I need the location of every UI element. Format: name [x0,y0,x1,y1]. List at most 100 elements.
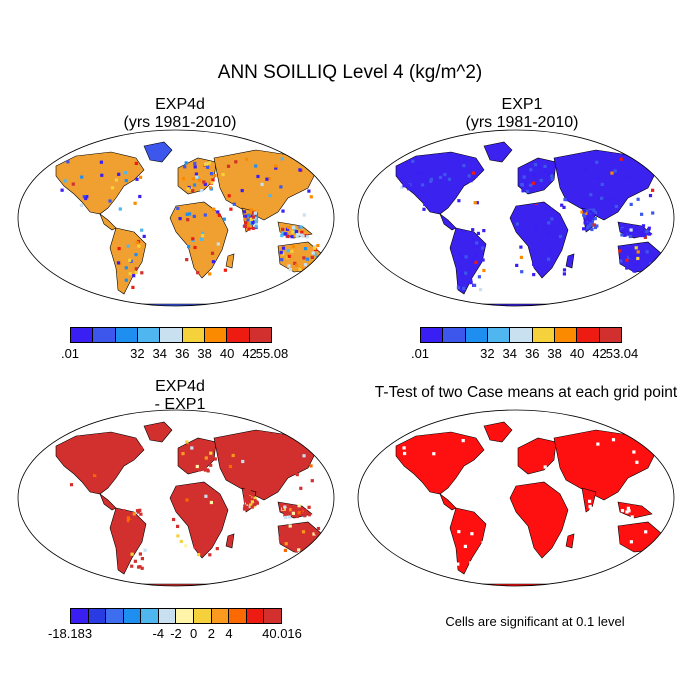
grid-cell [620,509,625,513]
grid-cell [247,221,252,225]
grid-cell [133,201,137,205]
panel-2-title: EXP1 (yrs 1981-2010) [362,96,682,132]
grid-cell [651,188,655,192]
grid-cell [119,453,123,457]
continent-madagascar [225,533,235,549]
grid-cell [629,228,633,232]
grid-cell [80,175,84,179]
grid-cell [525,236,529,240]
grid-cell [630,515,634,519]
grid-cell [457,530,461,534]
grid-cell [636,256,640,261]
colorbar-swatch [141,609,159,623]
grid-cell [197,553,201,557]
grid-cell [529,168,533,172]
grid-cell [108,451,112,456]
grid-cell [469,561,473,565]
grid-cell [447,177,451,181]
grid-cell [525,171,530,175]
grid-cell [302,454,306,458]
grid-cell [609,197,613,201]
grid-cell [124,266,128,270]
grid-cell [633,269,637,273]
grid-cell [203,465,207,469]
grid-cell [291,244,296,248]
grid-cell [295,233,300,237]
grid-cell [182,491,186,495]
grid-cell [191,237,195,241]
continent-greenland [143,421,173,443]
grid-cell-texture [63,434,321,571]
grid-cell [472,171,476,175]
continent-madagascar [225,253,235,269]
panel-1-title: EXP4d (yrs 1981-2010) [20,96,340,132]
grid-cell [274,164,278,168]
grid-cell [284,542,288,546]
grid-cell [640,212,644,216]
grid-cell [632,254,636,258]
colorbar-swatch [137,328,161,342]
colorbar-swatch [182,328,205,342]
grid-cell [213,174,217,178]
grid-cell [232,202,236,206]
grid-cell [204,456,208,460]
grid-cell [63,448,67,452]
grid-cell-texture [402,438,652,566]
grid-cell [473,283,477,287]
grid-cell [208,553,212,557]
grid-cell [474,174,478,178]
colorbar-swatch [204,328,228,342]
grid-cell [193,165,197,169]
grid-cell [291,230,295,234]
grid-cell [471,175,475,179]
grid-cell [138,552,142,556]
grid-cell [307,513,312,517]
grid-cell [310,255,314,259]
colorbar-tick-label: -18.183 [47,626,93,641]
grid-cell [215,547,219,551]
grid-cell [307,505,311,509]
grid-cell [181,452,185,456]
grid-cell [588,504,592,509]
grid-cell [236,443,240,447]
grid-cell [134,253,138,257]
grid-cell [63,179,67,183]
grid-cell [234,160,238,164]
grid-cell [463,544,467,548]
panel-4-title-line1: T-Test of two Case means at each grid po… [374,384,678,401]
grid-cell [176,206,180,210]
grid-cell [552,164,556,168]
grid-cell [302,213,306,217]
map-panel-ttest [356,408,676,588]
grid-cell [192,214,196,218]
grid-cell [124,171,128,175]
grid-cell [179,539,183,543]
grid-cell [212,207,216,211]
grid-cell [126,525,130,529]
grid-cell [119,567,124,571]
grid-cell [316,526,321,531]
grid-cell [243,217,247,221]
grid-cell [593,211,597,215]
grid-cell [312,532,316,536]
grid-cell [471,237,475,241]
grid-cell [251,437,255,441]
grid-cell [291,511,295,515]
colorbar-tick-label: .01 [60,346,80,361]
grid-cell [294,549,298,553]
grid-cell [216,493,220,497]
grid-cell [429,177,433,181]
grid-cell [85,195,89,199]
grid-cell [457,199,461,203]
grid-cell [423,202,427,207]
grid-cell [539,178,543,182]
grid-cell [214,511,219,515]
colorbar-tick-label: 0 [190,626,198,641]
grid-cell [133,559,137,563]
grid-cell [176,524,180,528]
grid-cell [245,441,249,445]
grid-cell [287,515,291,519]
colorbar-swatch [160,328,183,342]
colorbar-swatch [71,609,89,623]
grid-cell [176,534,180,538]
